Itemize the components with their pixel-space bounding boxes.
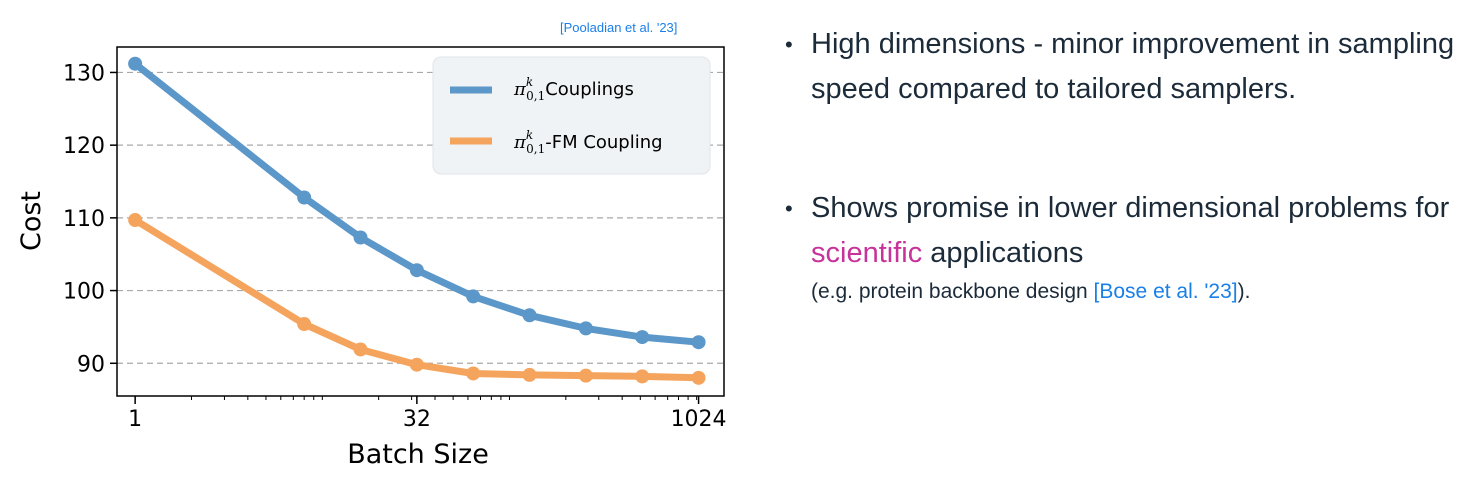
- y-tick-label-120: 120: [63, 134, 105, 159]
- series-1-point: [353, 230, 368, 245]
- series-group: [128, 56, 706, 385]
- highlight-scientific: scientific: [811, 237, 923, 269]
- legend-label-series-2: πk 0,1-FM Coupling: [513, 128, 663, 156]
- series-2-point: [691, 370, 706, 385]
- series-2-point: [578, 368, 593, 383]
- bullet-note: (e.g. protein backbone design [Bose et a…: [811, 276, 1473, 308]
- citation-pooladian: [Pooladian et al. '23]: [560, 20, 678, 35]
- note-text-tail: ).: [1237, 280, 1251, 303]
- legend-math-pi-1: π: [513, 79, 527, 100]
- y-tick-label-130: 130: [63, 61, 105, 86]
- series-2-point: [466, 366, 481, 381]
- legend-label-series-1: πk 0,1Couplings: [513, 75, 634, 103]
- series-2-point: [409, 357, 424, 372]
- series-1-point: [578, 321, 593, 336]
- y-tick-label-110: 110: [63, 207, 105, 232]
- series-2-point: [128, 213, 143, 228]
- series-line-2: [131, 216, 703, 382]
- series-1-point: [128, 56, 143, 71]
- series-2-point: [353, 342, 368, 357]
- x-tick-label-32: 32: [403, 407, 431, 432]
- series-2-point: [297, 317, 312, 332]
- bullet-dot-icon: •: [785, 32, 793, 57]
- bullet-text: Shows promise in lower dimensional probl…: [811, 192, 1450, 224]
- series-1-point: [466, 289, 481, 304]
- legend: πk 0,1Couplings πk 0,1-FM Coupling: [432, 56, 711, 175]
- bullet-dot-icon: •: [785, 196, 793, 221]
- citation-bose-link[interactable]: [Bose et al. '23]: [1093, 280, 1238, 303]
- x-tick-label-1024: 1024: [671, 407, 727, 432]
- y-tick-label-100: 100: [63, 280, 105, 305]
- plot-frame: [116, 46, 725, 397]
- note-text: (e.g. protein backbone design: [811, 280, 1094, 303]
- batch-size-cost-chart: 90 100 110 120 130 1 32 1024 Batch Size Cost πk…: [16, 46, 727, 470]
- axis-ticks: 90 100 110 120 130 1 32 1024: [63, 61, 727, 432]
- bullet-text-tail: applications: [922, 237, 1084, 269]
- x-axis-label: Batch Size: [347, 439, 489, 470]
- series-1-point: [297, 190, 312, 205]
- bullet-item-lower-dimensional: • Shows promise in lower dimensional pro…: [783, 186, 1473, 308]
- legend-math-pi-2: π: [513, 132, 527, 153]
- x-tick-label-1: 1: [128, 407, 142, 432]
- series-1-point: [522, 308, 537, 323]
- legend-box: [432, 56, 711, 175]
- series-2-point: [635, 369, 650, 384]
- series-1-point: [409, 263, 424, 278]
- bullet-list: • High dimensions - minor improvement in…: [783, 22, 1473, 308]
- y-axis-label: Cost: [16, 191, 47, 251]
- series-1-point: [635, 330, 650, 345]
- series-2-point: [522, 367, 537, 382]
- bullet-item-high-dimensions: • High dimensions - minor improvement in…: [783, 22, 1473, 112]
- y-tick-label-90: 90: [77, 352, 105, 377]
- series-1-point: [691, 335, 706, 350]
- bullet-text: High dimensions - minor improvement in s…: [811, 28, 1455, 105]
